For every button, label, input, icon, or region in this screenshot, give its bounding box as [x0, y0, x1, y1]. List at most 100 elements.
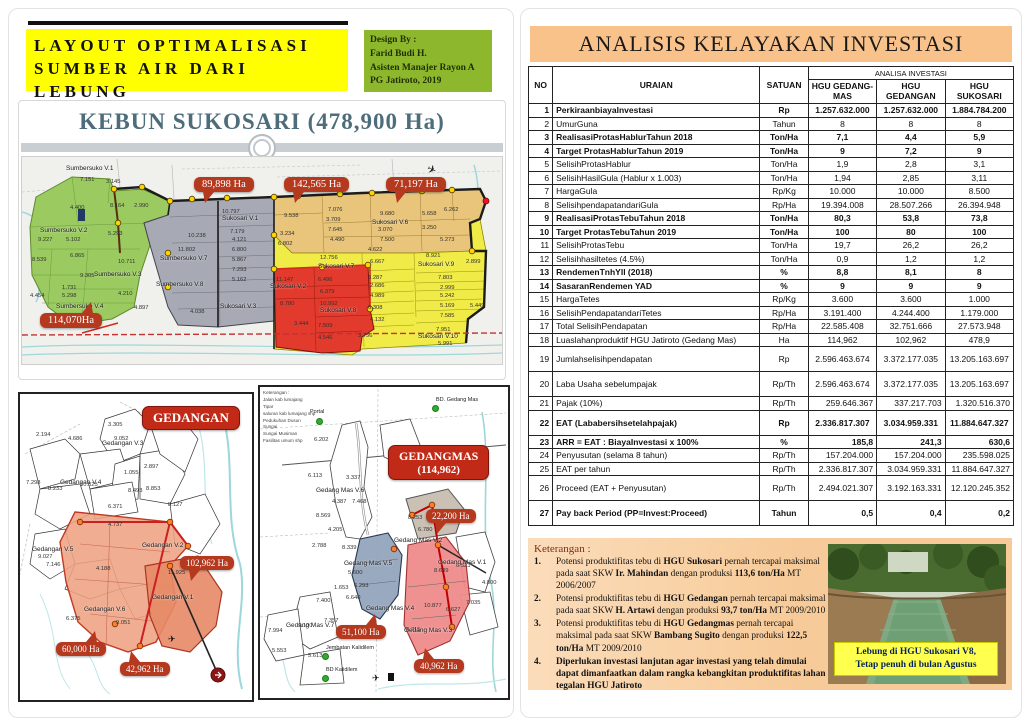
table-cell-row-number: 10: [527, 224, 554, 239]
table-cell-row-number: 3: [527, 130, 554, 145]
table-cell-row-uraian: Penyusutan (selama 8 tahun): [552, 448, 761, 463]
note-segment: MT 2009/2010: [767, 606, 826, 617]
table-cell-value-gedangan: 102,962: [876, 332, 946, 347]
table-cell-row-uraian: SasaranRendemen YAD: [552, 278, 761, 293]
map-parcel-label: 9.027: [38, 554, 53, 560]
table-cell-value-sukosari: 5,9: [944, 130, 1015, 145]
map-legend-line: Sungai Musiman: [263, 431, 298, 437]
table-cell-value-gedangan: 80: [876, 224, 946, 239]
table-cell-row-uraian: RendemenTnhYll (2018): [552, 265, 761, 280]
map-parcel-label: 5.449: [470, 303, 485, 309]
table-cell-row-uraian: Luaslahanproduktif HGU Jatiroto (Gedang …: [552, 332, 761, 347]
map-parcel-label: 8.853: [146, 486, 161, 492]
table-cell-value-gedangan: 3.372.177.035: [876, 346, 946, 372]
table-cell-value-gedangan: 9: [876, 278, 946, 293]
sukosari-map-title: KEBUN SUKOSARI (478,900 Ha): [79, 109, 445, 134]
table-cell-value-sukosari: 0,2: [944, 500, 1015, 526]
table-cell-value-gedangmas: 19.394.008: [807, 197, 878, 212]
table-cell-row-number: 25: [527, 461, 554, 476]
table-cell-row-number: 11: [527, 238, 554, 253]
map-parcel-label: 7.468: [352, 499, 367, 505]
note-segment: dengan produksi: [719, 631, 787, 642]
table-row: 8 SelisihpendapatandariGula Rp/Ha 19.394.00…: [527, 197, 1015, 212]
table-cell-row-number: 20: [527, 371, 554, 397]
map-parcel-label: 5.613: [308, 653, 323, 659]
map-parcel-label: 7.509: [318, 323, 333, 329]
map-parcel-label: 2.899: [466, 259, 481, 265]
map-region-label: Gedang Mas V.7: [286, 622, 335, 629]
table-cell-row-satuan: Rp/Ha: [759, 305, 809, 320]
table-cell-row-satuan: Ton/Ha: [759, 130, 809, 145]
table-cell-value-gedangan: 241,3: [876, 434, 946, 449]
table-row: 23 ARR = EAT : BiayaInvestasi x 100%% 185,…: [527, 434, 1015, 449]
table-cell-value-gedangmas: 114,962: [807, 332, 878, 347]
map-parcel-label: 4.490: [330, 237, 345, 243]
table-cell-value-sukosari: 9: [944, 278, 1015, 293]
table-cell-row-uraian: Pajak (10%): [552, 396, 761, 411]
map-parcel-label: 4.546: [318, 335, 333, 341]
table-cell-row-uraian: SelisihProtasTebu: [552, 238, 761, 253]
map-poi-label: BD. Gedang Mas: [436, 397, 479, 403]
map-parcel-label: 5.600: [348, 570, 363, 576]
map-legend-line: Sungai: [263, 424, 278, 430]
map-parcel-label: 3.305: [108, 422, 123, 428]
keterangan-title: Keterangan :: [534, 543, 591, 555]
table-cell-value-sukosari: 1.884.784.200: [944, 103, 1015, 118]
table-cell-value-sukosari: 8: [944, 265, 1015, 280]
map-parcel-label: 3.709: [326, 217, 341, 223]
table-row: 9 RealisasiProtasTebuTahun 2018 Ton/Ha 80,3…: [527, 211, 1015, 226]
map-region-label: Gedang Mas V.1: [438, 559, 487, 566]
map-region-label: Gedangan V.3: [102, 440, 144, 447]
table-cell-value-gedangan: 7,2: [876, 143, 946, 158]
map-poi-dot: [316, 418, 323, 425]
table-cell-value-gedangmas: 3.600: [807, 292, 878, 307]
table-cell-row-satuan: Tahun: [759, 500, 809, 526]
table-cell-value-sukosari: 8: [944, 116, 1015, 131]
map-parcel-label: 6.780: [418, 527, 433, 533]
map-legend: Keterangan : Jalan kab lumajang Tipar salur…: [263, 390, 315, 445]
map-region-label: Sukosari V.9: [418, 261, 455, 268]
area-callout: 40,962 Ha: [414, 648, 464, 673]
table-cell-value-gedangan: 28.507.266: [876, 197, 946, 212]
photo-caption: Lebung di HGU Sukosari V8, Tetap penuh d…: [834, 642, 998, 676]
table-cell-row-satuan: Rp/Ha: [759, 197, 809, 212]
map-parcel-label: 7.076: [328, 207, 343, 213]
note-number: 2.: [534, 594, 541, 605]
map-parcel-label: 7.357: [324, 618, 339, 624]
table-cell-row-satuan: Ton/Ha: [759, 157, 809, 172]
table-cell-value-gedangan: 337.217.703: [876, 396, 946, 411]
map-legend-line: Pedukuhan Dusun: [263, 417, 301, 423]
table-cell-value-gedangmas: 2.336.817.307: [807, 461, 878, 476]
map-parcel-label: 7.645: [328, 227, 343, 233]
map-parcel-label: 6.375: [66, 616, 81, 622]
table-cell-row-number: 12: [527, 251, 554, 266]
table-cell-row-uraian: UmurGuna: [552, 116, 761, 131]
area-callout: 42,962 Ha: [120, 651, 170, 676]
map-parcel-label: 7.293: [232, 267, 247, 273]
area-callout: 102,962 Ha: [180, 556, 234, 581]
design-by-line: Asisten Manajer Rayon A: [370, 62, 475, 73]
table-cell-value-gedangmas: 1,9: [807, 157, 878, 172]
photo-caption-line: Lebung di HGU Sukosari V8,: [856, 647, 976, 658]
table-cell-row-uraian: Proceed (EAT + Penyusutan): [552, 475, 761, 501]
table-cell-row-satuan: Ton/Ha: [759, 170, 809, 185]
note-text: Diperlukan investasi lanjutan agar inves…: [556, 656, 826, 692]
area-callout: 51,100 Ha: [336, 614, 386, 639]
map-parcel-label: 6.523: [456, 563, 471, 569]
map-parcel-label: 2.686: [370, 283, 385, 289]
map-region-label: Sumbersuko V.1: [66, 165, 114, 172]
table-cell-row-number: 21: [527, 396, 554, 411]
table-cell-value-sukosari: 1,2: [944, 251, 1015, 266]
gedangmas-badge: GEDANGMAS (114,962): [388, 445, 490, 480]
map-parcel-label: 7.179: [230, 229, 245, 235]
table-cell-value-sukosari: 26.394.948: [944, 197, 1015, 212]
map-region-label: Sumbersuko V.4: [56, 303, 104, 310]
map-region-label: Sukosari V.3: [220, 303, 257, 310]
design-credit-box: Design By : Farid Budi H. Asisten Manaje…: [364, 30, 492, 92]
note-segment: 113,6 ton/Ha: [734, 569, 785, 580]
page-title: LAYOUT OPTIMALISASI SUMBER AIR DARI LEBU…: [26, 29, 348, 101]
table-cell-value-gedangan: 3.034.959.331: [876, 409, 946, 436]
table-cell-value-sukosari: 3,11: [944, 170, 1015, 185]
map-parcel-label: 1.055: [124, 470, 139, 476]
table-cell-value-gedangan: 2,8: [876, 157, 946, 172]
